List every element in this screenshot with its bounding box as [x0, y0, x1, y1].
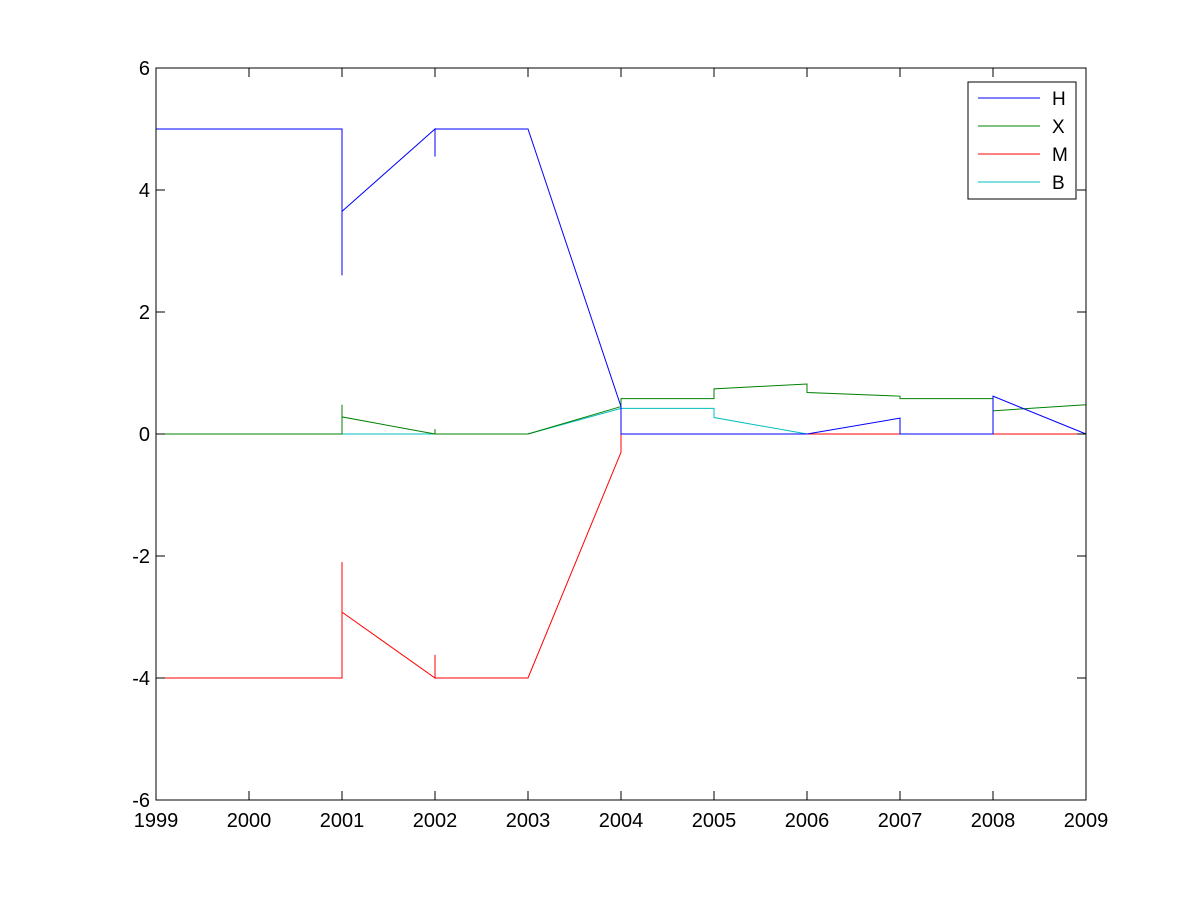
legend-label-h: H	[1052, 89, 1066, 110]
y-tick-label: -4	[132, 668, 150, 690]
series-layer	[156, 127, 1087, 679]
x-tick-label: 2008	[971, 810, 1016, 832]
y-tick-label: -2	[132, 546, 150, 568]
legend-label-m: M	[1052, 145, 1068, 166]
y-tick-label: 2	[139, 302, 150, 324]
x-tick-label: 2005	[692, 810, 737, 832]
x-tick-label: 2003	[506, 810, 551, 832]
x-tick-label: 2006	[785, 810, 830, 832]
legend-label-x: X	[1052, 117, 1065, 138]
x-tick-label: 2002	[413, 810, 458, 832]
x-tick-label: 1999	[134, 810, 179, 832]
x-tick-label: 2001	[320, 810, 365, 832]
series-line-x	[156, 383, 1087, 435]
series-line-m	[156, 433, 1086, 679]
x-tick-label: 2004	[599, 810, 644, 832]
x-tick-label: 2000	[227, 810, 272, 832]
y-tick-label: -6	[132, 790, 150, 812]
series-line-h	[156, 127, 1087, 435]
y-tick-label: 0	[139, 424, 150, 446]
x-tick-label: 2009	[1064, 810, 1109, 832]
y-tick-label: 4	[139, 180, 150, 202]
axes-frame	[155, 67, 1087, 801]
x-tick-label: 2007	[878, 810, 923, 832]
y-tick-label: 6	[139, 58, 150, 80]
legend-label-b: B	[1052, 173, 1065, 194]
ticks-layer: 1999 2000 2001 2002 2003 2004 2005 2006 2007 2008…	[132, 58, 1108, 832]
legend-box	[967, 81, 1077, 200]
